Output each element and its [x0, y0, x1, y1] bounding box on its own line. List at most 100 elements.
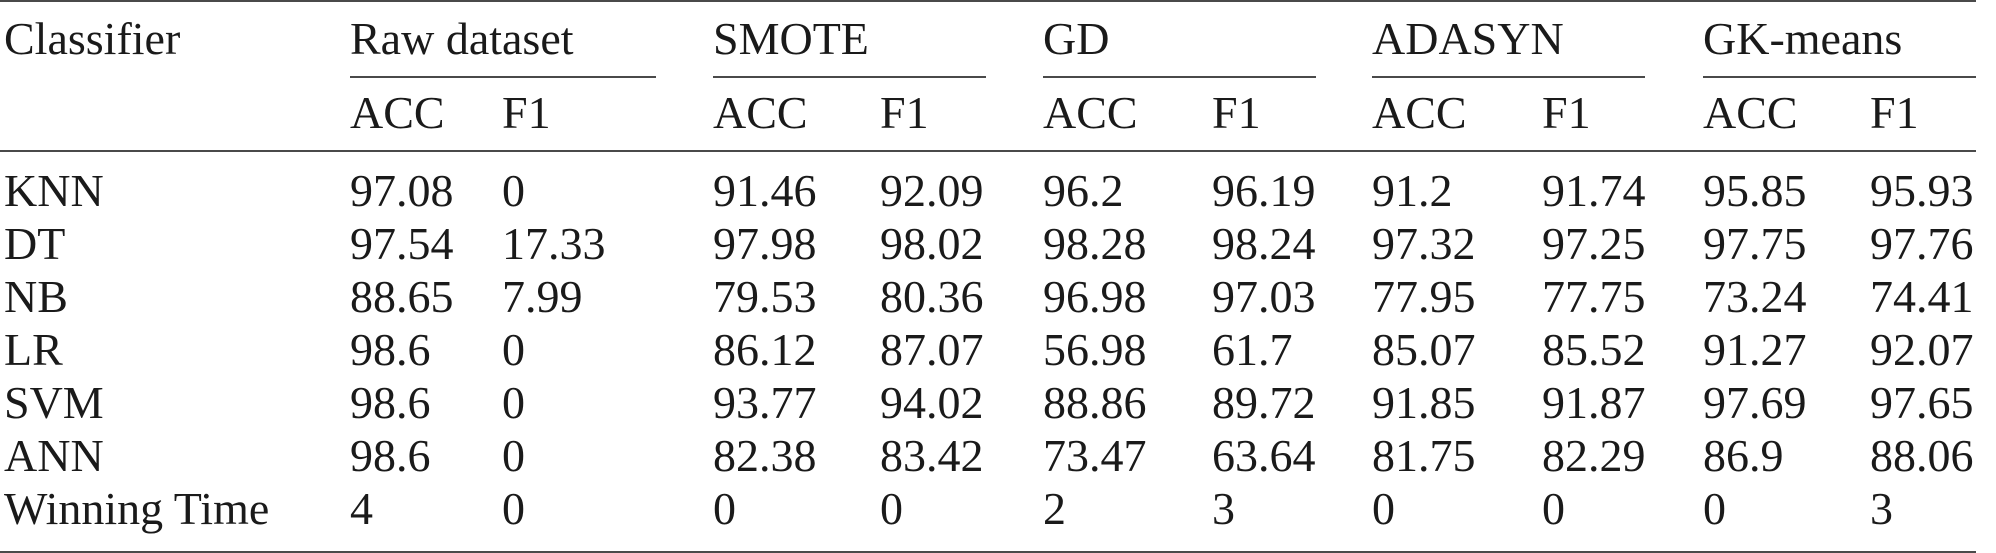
table-cell: 4	[350, 483, 373, 534]
table-cell: 87.07	[880, 324, 984, 375]
table-cell: 79.53	[713, 271, 817, 322]
table-cell: 0	[502, 377, 525, 428]
table-cell: 85.07	[1372, 324, 1476, 375]
group-header: SMOTE	[713, 13, 869, 64]
table-cell: 0	[502, 324, 525, 375]
row-label: ANN	[4, 430, 104, 481]
table-cell: 82.29	[1542, 430, 1646, 481]
table-cell: 97.65	[1870, 377, 1974, 428]
table-cell: 97.54	[350, 218, 454, 269]
table-cell: 98.02	[880, 218, 984, 269]
table-cell: 98.6	[350, 377, 431, 428]
table-cell: 2	[1043, 483, 1066, 534]
group-rule	[713, 76, 986, 78]
table-cell: 97.69	[1703, 377, 1807, 428]
table-cell: 95.85	[1703, 165, 1807, 216]
row-label: Winning Time	[4, 483, 270, 534]
subheader-acc: ACC	[1043, 87, 1138, 138]
subheader-acc: ACC	[713, 87, 808, 138]
table-cell: 88.86	[1043, 377, 1147, 428]
row-label: NB	[4, 271, 68, 322]
table-cell: 97.25	[1542, 218, 1646, 269]
table-cell: 89.72	[1212, 377, 1316, 428]
table-cell: 73.47	[1043, 430, 1147, 481]
table-cell: 97.75	[1703, 218, 1807, 269]
table-cell: 98.24	[1212, 218, 1316, 269]
table-cell: 97.98	[713, 218, 817, 269]
table-cell: 97.03	[1212, 271, 1316, 322]
table-cell: 96.98	[1043, 271, 1147, 322]
subheader-f1: F1	[1870, 87, 1919, 138]
table-cell: 17.33	[502, 218, 606, 269]
subheader-acc: ACC	[1372, 87, 1467, 138]
group-header: ADASYN	[1372, 13, 1564, 64]
table-cell: 98.6	[350, 324, 431, 375]
group-header: GD	[1043, 13, 1110, 64]
table-cell: 91.74	[1542, 165, 1646, 216]
table-cell: 97.08	[350, 165, 454, 216]
subheader-f1: F1	[880, 87, 929, 138]
table-cell: 98.6	[350, 430, 431, 481]
table-cell: 91.2	[1372, 165, 1453, 216]
subheader-f1: F1	[1542, 87, 1591, 138]
table-cell: 74.41	[1870, 271, 1974, 322]
table-cell: 0	[1372, 483, 1395, 534]
table-cell: 94.02	[880, 377, 984, 428]
top-rule	[0, 0, 1976, 2]
table-cell: 56.98	[1043, 324, 1147, 375]
table-cell: 86.9	[1703, 430, 1784, 481]
table-cell: 77.75	[1542, 271, 1646, 322]
row-label: DT	[4, 218, 66, 269]
table-cell: 0	[502, 430, 525, 481]
table-cell: 97.76	[1870, 218, 1974, 269]
row-label: SVM	[4, 377, 104, 428]
table-cell: 97.32	[1372, 218, 1476, 269]
table-cell: 73.24	[1703, 271, 1807, 322]
subheader-acc: ACC	[1703, 87, 1798, 138]
table-cell: 96.2	[1043, 165, 1124, 216]
group-rule	[1372, 76, 1645, 78]
table-cell: 63.64	[1212, 430, 1316, 481]
group-rule	[1703, 76, 1976, 78]
table-cell: 96.19	[1212, 165, 1316, 216]
bottom-rule	[0, 551, 1976, 553]
table-cell: 86.12	[713, 324, 817, 375]
table-cell: 88.65	[350, 271, 454, 322]
table-cell: 82.38	[713, 430, 817, 481]
table-cell: 92.07	[1870, 324, 1974, 375]
table-cell: 92.09	[880, 165, 984, 216]
table-cell: 0	[880, 483, 903, 534]
table-cell: 98.28	[1043, 218, 1147, 269]
subheader-f1: F1	[1212, 87, 1261, 138]
table-cell: 91.85	[1372, 377, 1476, 428]
table-cell: 80.36	[880, 271, 984, 322]
table-cell: 0	[502, 165, 525, 216]
group-rule	[1043, 76, 1316, 78]
table-cell: 77.95	[1372, 271, 1476, 322]
classifier-header: Classifier	[4, 13, 181, 64]
table-cell: 91.27	[1703, 324, 1807, 375]
subheader-f1: F1	[502, 87, 551, 138]
table-cell: 93.77	[713, 377, 817, 428]
table-cell: 0	[713, 483, 736, 534]
subheader-acc: ACC	[350, 87, 445, 138]
table-cell: 91.46	[713, 165, 817, 216]
table-cell: 3	[1212, 483, 1235, 534]
group-header: GK-means	[1703, 13, 1903, 64]
table-cell: 95.93	[1870, 165, 1974, 216]
table-cell: 3	[1870, 483, 1893, 534]
row-label: KNN	[4, 165, 104, 216]
group-header: Raw dataset	[350, 13, 574, 64]
table-cell: 7.99	[502, 271, 583, 322]
table-cell: 85.52	[1542, 324, 1646, 375]
table-cell: 0	[1542, 483, 1565, 534]
row-label: LR	[4, 324, 63, 375]
table-cell: 61.7	[1212, 324, 1293, 375]
group-rule	[350, 76, 656, 78]
header-rule	[0, 150, 1976, 152]
table-cell: 81.75	[1372, 430, 1476, 481]
table-cell: 91.87	[1542, 377, 1646, 428]
table-cell: 88.06	[1870, 430, 1974, 481]
table-cell: 0	[502, 483, 525, 534]
